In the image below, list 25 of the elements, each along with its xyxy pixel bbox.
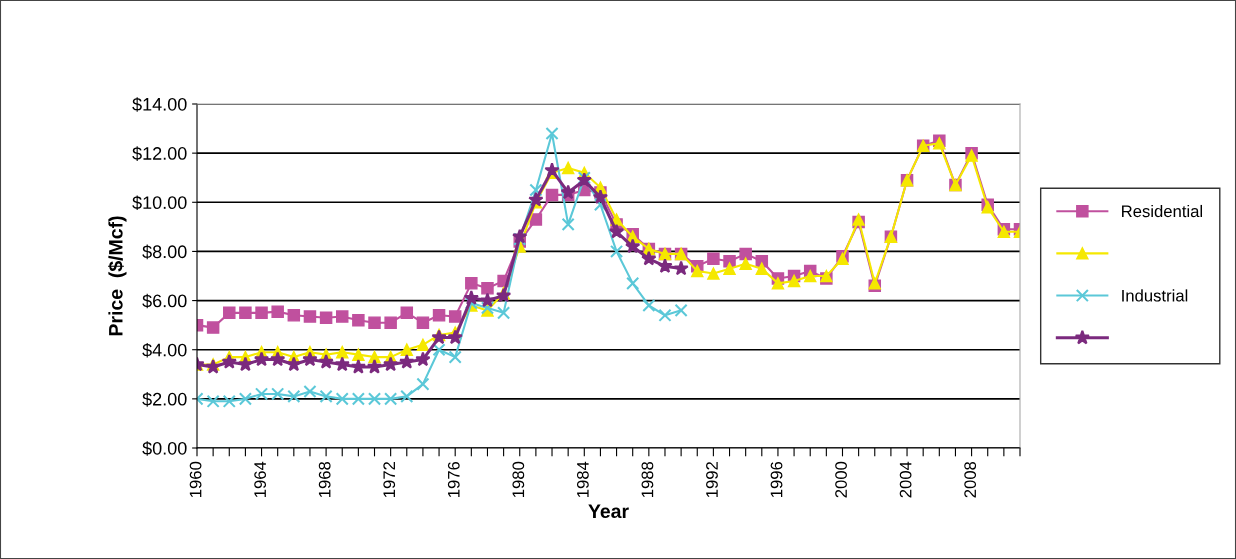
y-tick-label: $4.00	[142, 342, 187, 358]
x-tick-label: 1992	[706, 462, 718, 497]
y-axis-title: Price ($/Mcf)	[108, 216, 127, 336]
y-tick-label: $2.00	[142, 392, 187, 407]
x-tick-label: 2008	[964, 461, 977, 498]
y-tick-label: $12.00	[132, 146, 187, 161]
x-tick-label: 1996	[770, 461, 783, 497]
x-tick-label: 1980	[512, 461, 525, 497]
y-tick-label: $14.00	[132, 97, 187, 112]
y-tick-label: $0.00	[142, 441, 187, 456]
y-tick-label: $6.00	[142, 293, 187, 309]
x-tick-label: 1972	[383, 462, 396, 497]
x-tick-label: 2004	[899, 461, 912, 498]
x-tick-label: 2000	[835, 461, 847, 498]
x-axis-title: Year	[588, 504, 629, 519]
y-tick-label: $8.00	[142, 244, 187, 260]
x-tick-label: 1988	[641, 461, 654, 497]
x-tick-label: 1964	[254, 461, 267, 497]
x-tick-label: 1968	[318, 461, 331, 497]
legend-label: Industrial	[1122, 289, 1188, 302]
y-tick-label: $10.00	[132, 195, 187, 211]
x-tick-label: 1984	[576, 461, 589, 497]
x-tick-label: 1960	[189, 461, 202, 497]
x-tick-label: 1976	[447, 461, 460, 497]
legend-label: Residential	[1122, 204, 1203, 218]
